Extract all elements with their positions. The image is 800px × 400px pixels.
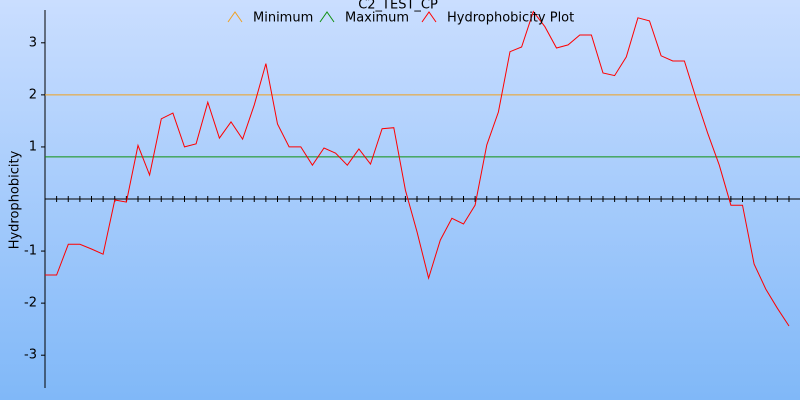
y-tick-label: -1 bbox=[24, 244, 37, 259]
y-tick-label: -3 bbox=[24, 348, 37, 363]
legend-label: Maximum bbox=[345, 11, 409, 26]
legend-icon bbox=[227, 11, 243, 23]
legend-icon bbox=[319, 11, 335, 23]
y-tick-label: 2 bbox=[29, 87, 37, 102]
legend-label: Minimum bbox=[253, 11, 313, 26]
data-line bbox=[45, 10, 790, 327]
chart-title: C2_TEST_CP bbox=[358, 0, 438, 13]
legend-label: Hydrophobicity Plot bbox=[447, 11, 574, 26]
legend-icon bbox=[421, 11, 437, 23]
y-axis-label: Hydrophobicity bbox=[8, 150, 23, 249]
y-tick-label: 1 bbox=[29, 139, 37, 154]
y-tick-label: 3 bbox=[29, 35, 37, 50]
y-tick-label: -2 bbox=[24, 296, 37, 311]
